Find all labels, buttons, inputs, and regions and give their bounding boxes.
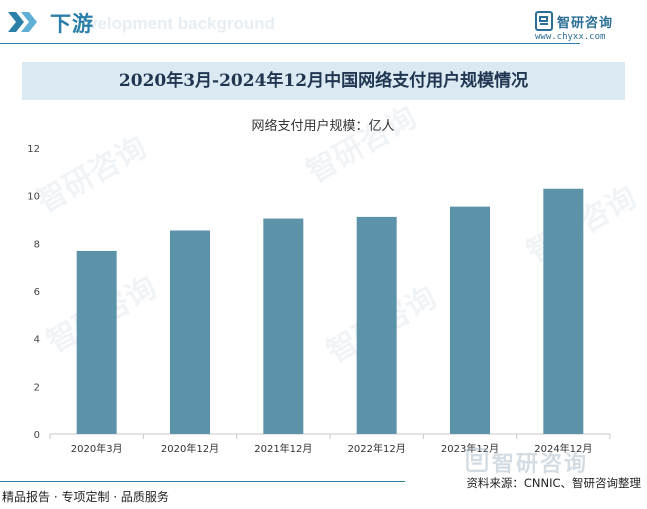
bar <box>263 218 304 434</box>
chart-title: 2020年3月-2024年12月中国网络支付用户规模情况 <box>118 71 529 91</box>
bar <box>356 216 397 434</box>
brand-name: 智研咨询 <box>557 16 614 31</box>
header: velopment background 下游 智研咨询 www.chyxx.c… <box>0 0 647 46</box>
header-title: 下游 <box>50 11 94 36</box>
x-tick-label: 2020年12月 <box>161 442 219 455</box>
y-tick-label: 6 <box>34 287 40 298</box>
bar <box>170 230 210 434</box>
y-tick-label: 8 <box>34 239 40 250</box>
x-tick-label: 2022年12月 <box>348 442 406 455</box>
y-tick-label: 4 <box>34 335 40 346</box>
y-tick-label: 2 <box>34 382 40 393</box>
bar-chart: 网络支付用户规模：亿人 0 2 4 6 8 10 12 2020年3月 2020年12月 2021年… <box>0 108 647 468</box>
y-tick-label: 10 <box>27 192 40 203</box>
bar <box>543 188 584 434</box>
y-tick-label: 12 <box>27 144 40 155</box>
chart-title-bar: 2020年3月-2024年12月中国网络支付用户规模情况 <box>22 62 625 100</box>
source-note: 资料来源：CNNIC、智研咨询整理 <box>466 476 641 490</box>
bar <box>450 206 490 434</box>
bar <box>76 250 117 434</box>
brand-url: www.chyxx.com <box>535 32 606 42</box>
legend-label: 网络支付用户规模：亿人 <box>251 118 394 134</box>
x-tick-label: 2023年12月 <box>441 442 499 455</box>
x-tick-label: 2021年12月 <box>254 442 312 455</box>
footer-tagline: 精品报告 · 专项定制 · 品质服务 <box>2 490 169 504</box>
footer-brand-logo-icon <box>466 448 488 472</box>
footer-divider <box>0 481 405 482</box>
brand-block: 智研咨询 www.chyxx.com <box>535 10 635 46</box>
header-divider <box>0 43 580 44</box>
footer-brand-watermark-text: 智研咨询 <box>492 452 589 477</box>
footer-brand-watermark: 智研咨询 <box>466 446 636 477</box>
chart-canvas: 网络支付用户规模：亿人 0 2 4 6 8 10 12 2020年3月 2020年12月 2021年… <box>27 118 611 455</box>
y-tick-label: 0 <box>34 430 40 441</box>
x-tick-label: 2024年12月 <box>534 442 592 455</box>
header-watermark-text: velopment background <box>88 14 276 33</box>
brand-logo-icon <box>535 11 553 31</box>
chevrons-icon <box>8 12 37 32</box>
x-tick-label: 2020年3月 <box>71 442 123 455</box>
